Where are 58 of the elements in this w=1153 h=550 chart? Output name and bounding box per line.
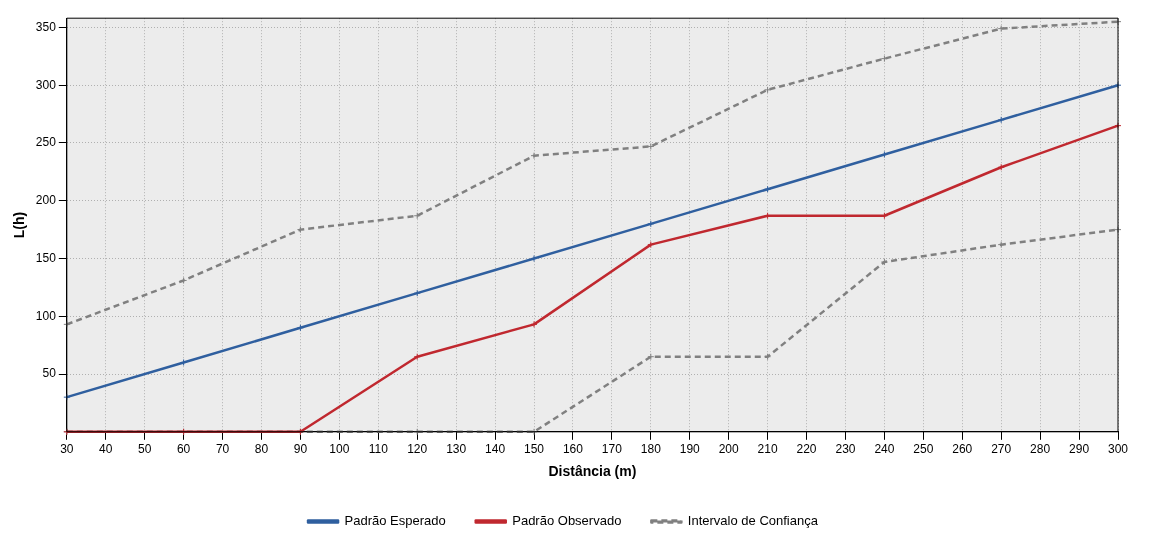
x-tick-label: 210 xyxy=(757,442,778,457)
x-tick-label: 150 xyxy=(524,442,545,457)
point xyxy=(647,241,655,249)
point xyxy=(180,358,188,366)
point xyxy=(764,353,772,361)
point xyxy=(997,163,1005,171)
y-tick-label: 50 xyxy=(42,366,57,381)
y-tick-label: 100 xyxy=(35,308,57,323)
point xyxy=(764,86,772,94)
legend-label: Intervalo de Confiança xyxy=(687,513,819,529)
x-tick-label: 80 xyxy=(254,442,269,457)
point xyxy=(880,55,888,63)
x-tick-label: 130 xyxy=(446,442,467,457)
legend-label: Padrão Observado xyxy=(512,513,622,529)
x-tick-label: 230 xyxy=(835,442,856,457)
x-tick-label: 240 xyxy=(874,442,895,457)
y-tick-label: 300 xyxy=(35,77,57,92)
x-tick-label: 70 xyxy=(215,442,230,457)
point xyxy=(413,353,421,361)
x-tick-label: 160 xyxy=(562,442,584,457)
x-axis-title: Distância (m) xyxy=(548,463,637,480)
point xyxy=(180,276,188,284)
x-tick-label: 190 xyxy=(679,442,701,457)
y-axis-title: L(h) xyxy=(11,211,28,239)
x-tick-label: 140 xyxy=(485,442,506,457)
legend-label: Padrão Esperado xyxy=(344,513,446,529)
x-tick-label: 110 xyxy=(368,442,389,457)
x-tick-label: 220 xyxy=(796,442,817,457)
x-tick-label: 280 xyxy=(1030,442,1051,457)
x-tick-label: 90 xyxy=(293,442,308,457)
point xyxy=(647,142,655,150)
x-tick-label: 30 xyxy=(60,442,74,457)
x-tick-label: 250 xyxy=(913,442,934,457)
y-tick-label: 250 xyxy=(35,135,57,150)
point xyxy=(997,116,1005,124)
point xyxy=(764,185,772,193)
point xyxy=(530,320,538,328)
x-tick-label: 180 xyxy=(640,442,662,457)
point xyxy=(413,289,421,297)
point xyxy=(880,258,888,266)
x-tick-label: 300 xyxy=(1107,442,1129,457)
y-tick-label: 150 xyxy=(35,250,57,265)
x-tick-label: 290 xyxy=(1069,442,1090,457)
y-tick-label: 200 xyxy=(35,193,57,208)
x-tick-label: 120 xyxy=(407,442,428,457)
x-tick-label: 40 xyxy=(99,442,113,457)
point xyxy=(647,220,655,228)
x-tick-label: 170 xyxy=(601,442,623,457)
x-tick-label: 270 xyxy=(991,442,1012,457)
x-tick-label: 260 xyxy=(952,442,973,457)
y-tick-label: 350 xyxy=(35,19,57,34)
point xyxy=(647,353,655,361)
x-tick-label: 100 xyxy=(329,442,350,457)
x-tick-label: 200 xyxy=(718,442,740,457)
point xyxy=(296,324,304,332)
point xyxy=(413,212,421,220)
x-tick-label: 50 xyxy=(138,442,152,457)
x-tick-label: 60 xyxy=(176,442,191,457)
